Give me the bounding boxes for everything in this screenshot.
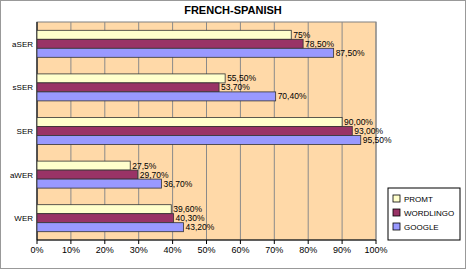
legend-swatch	[393, 223, 400, 230]
tick-label: 60%	[231, 245, 249, 255]
tick-label: 70%	[265, 245, 283, 255]
tick-mark	[308, 240, 309, 244]
tick-mark	[37, 240, 38, 244]
bar	[37, 214, 174, 223]
bar	[37, 39, 303, 48]
category-label: WER	[14, 214, 33, 223]
legend-label: PROMT	[404, 195, 433, 204]
bar	[37, 30, 291, 39]
tick-mark	[376, 240, 377, 244]
bar	[37, 161, 130, 170]
data-label: 70,40%	[278, 91, 307, 101]
tick-mark	[206, 240, 207, 244]
bar	[37, 205, 171, 214]
tick-label: 50%	[197, 245, 215, 255]
legend-box	[388, 188, 460, 240]
data-label: 43,20%	[185, 222, 214, 232]
legend-label: GOOGLE	[404, 223, 439, 232]
bar	[37, 136, 361, 145]
tick-mark	[240, 240, 241, 244]
data-labels: 39,60%40,30%43,20%27,5%29,70%36,70%90,00…	[132, 30, 392, 232]
tick-label: 0%	[30, 245, 43, 255]
tick-label: 30%	[130, 245, 148, 255]
legend-swatch	[393, 195, 400, 202]
bars	[37, 30, 361, 231]
legend-swatch	[393, 209, 400, 216]
category-label: SER	[17, 127, 34, 136]
tick-label: 90%	[333, 245, 351, 255]
data-label: 53,70%	[221, 82, 250, 92]
bar	[37, 118, 342, 127]
tick-label: 10%	[62, 245, 80, 255]
data-label: 36,70%	[163, 179, 192, 189]
category-label: aWER	[10, 171, 33, 180]
category-label: aSER	[12, 40, 33, 49]
bar	[37, 92, 276, 101]
tick-mark	[70, 240, 71, 244]
bar	[37, 179, 161, 188]
chart-frame	[1, 1, 466, 269]
chart: FRENCH-SPANISH 0% 10% 20% 30% 40% 50% 60% 70% 80%…	[0, 0, 466, 269]
tick-label: 20%	[96, 245, 114, 255]
tick-mark	[138, 240, 139, 244]
bar	[37, 74, 225, 83]
legend: PROMT WORDLINGO GOOGLE	[388, 188, 460, 240]
tick-label: 100%	[364, 245, 387, 255]
tick-label: 80%	[299, 245, 317, 255]
bar	[37, 48, 334, 57]
data-label: 78,50%	[305, 39, 334, 49]
x-axis	[37, 240, 376, 241]
data-label: 95,50%	[363, 135, 392, 145]
bar	[37, 170, 138, 179]
title: FRENCH-SPANISH	[184, 4, 282, 16]
bar	[37, 223, 183, 232]
legend-label: WORDLINGO	[404, 209, 454, 218]
tick-mark	[274, 240, 275, 244]
tick-mark	[172, 240, 173, 244]
plot-area	[37, 22, 376, 240]
tick-mark	[342, 240, 343, 244]
tick-label: 40%	[164, 245, 182, 255]
bar	[37, 127, 352, 136]
data-label: 87,50%	[336, 48, 365, 58]
tick-mark	[104, 240, 105, 244]
bar	[37, 83, 219, 92]
category-label: sSER	[13, 83, 34, 92]
